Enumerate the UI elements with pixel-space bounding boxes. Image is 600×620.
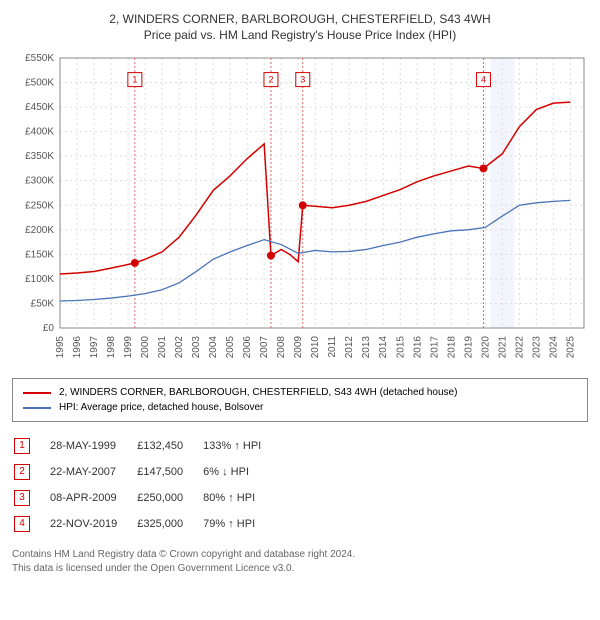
svg-text:1997: 1997 <box>89 336 100 359</box>
legend-swatch <box>23 407 51 409</box>
event-row: 4 22-NOV-2019£325,00079% ↑ HPI <box>14 512 279 536</box>
event-date: 22-NOV-2019 <box>50 512 135 536</box>
svg-text:3: 3 <box>300 75 305 85</box>
svg-text:2004: 2004 <box>208 336 219 359</box>
svg-text:4: 4 <box>481 75 486 85</box>
event-date: 22-MAY-2007 <box>50 460 135 484</box>
svg-text:2005: 2005 <box>225 336 236 359</box>
footer-line2: This data is licensed under the Open Gov… <box>12 562 588 576</box>
svg-text:2019: 2019 <box>463 336 474 359</box>
event-price: £132,450 <box>137 434 201 458</box>
event-marker: 3 <box>14 490 30 506</box>
event-date: 28-MAY-1999 <box>50 434 135 458</box>
svg-text:2022: 2022 <box>514 336 525 359</box>
svg-text:£450K: £450K <box>25 102 54 113</box>
svg-text:1: 1 <box>132 75 137 85</box>
svg-text:2025: 2025 <box>565 336 576 359</box>
chart-svg: £0 £50K £100K £150K £200K £250K £300K £350K £400… <box>12 50 588 370</box>
chart-title-address: 2, WINDERS CORNER, BARLBOROUGH, CHESTERF… <box>12 12 588 26</box>
svg-text:2009: 2009 <box>293 336 304 359</box>
event-date: 08-APR-2009 <box>50 486 135 510</box>
chart-title-block: 2, WINDERS CORNER, BARLBOROUGH, CHESTERF… <box>12 12 588 42</box>
event-marker: 1 <box>14 438 30 454</box>
legend-item: HPI: Average price, detached house, Bols… <box>23 400 577 415</box>
event-pct: 79% ↑ HPI <box>203 512 279 536</box>
svg-text:2006: 2006 <box>242 336 253 359</box>
svg-text:£100K: £100K <box>25 274 54 285</box>
event-pct: 6% ↓ HPI <box>203 460 279 484</box>
svg-text:2008: 2008 <box>276 336 287 359</box>
svg-text:£400K: £400K <box>25 127 54 138</box>
event-price: £250,000 <box>137 486 201 510</box>
svg-text:£0: £0 <box>43 323 55 334</box>
event-price: £147,500 <box>137 460 201 484</box>
svg-text:£150K: £150K <box>25 249 54 260</box>
svg-text:1996: 1996 <box>72 336 83 359</box>
svg-text:2001: 2001 <box>157 336 168 359</box>
svg-text:1998: 1998 <box>106 336 117 359</box>
svg-text:2010: 2010 <box>310 336 321 359</box>
chart-subtitle: Price paid vs. HM Land Registry's House … <box>12 28 588 42</box>
svg-text:2002: 2002 <box>174 336 185 359</box>
svg-text:1999: 1999 <box>123 336 134 359</box>
event-price: £325,000 <box>137 512 201 536</box>
svg-text:2017: 2017 <box>429 336 440 359</box>
legend: 2, WINDERS CORNER, BARLBOROUGH, CHESTERF… <box>12 378 588 422</box>
event-row: 3 08-APR-2009£250,00080% ↑ HPI <box>14 486 279 510</box>
svg-text:£550K: £550K <box>25 53 54 64</box>
svg-text:£250K: £250K <box>25 200 54 211</box>
svg-text:1995: 1995 <box>55 336 66 359</box>
svg-text:2020: 2020 <box>480 336 491 359</box>
footer-attribution: Contains HM Land Registry data © Crown c… <box>12 548 588 576</box>
svg-text:2000: 2000 <box>140 336 151 359</box>
svg-text:£350K: £350K <box>25 151 54 162</box>
events-table: 1 28-MAY-1999£132,450133% ↑ HPI 2 22-MAY-20… <box>12 432 281 538</box>
svg-text:2024: 2024 <box>548 336 559 359</box>
legend-item: 2, WINDERS CORNER, BARLBOROUGH, CHESTERF… <box>23 385 577 400</box>
svg-text:2012: 2012 <box>344 336 355 359</box>
legend-label: 2, WINDERS CORNER, BARLBOROUGH, CHESTERF… <box>59 387 457 398</box>
svg-text:2014: 2014 <box>378 336 389 359</box>
event-marker: 4 <box>14 516 30 532</box>
svg-text:2003: 2003 <box>191 336 202 359</box>
svg-text:2018: 2018 <box>446 336 457 359</box>
svg-text:2021: 2021 <box>497 336 508 359</box>
svg-text:2013: 2013 <box>361 336 372 359</box>
svg-text:£50K: £50K <box>31 298 55 309</box>
svg-text:2011: 2011 <box>327 336 338 358</box>
svg-text:£300K: £300K <box>25 176 54 187</box>
event-marker: 2 <box>14 464 30 480</box>
svg-text:£500K: £500K <box>25 78 54 89</box>
legend-label: HPI: Average price, detached house, Bols… <box>59 402 263 413</box>
chart-area: £0 £50K £100K £150K £200K £250K £300K £350K £400… <box>12 50 588 370</box>
svg-text:£200K: £200K <box>25 225 54 236</box>
event-pct: 80% ↑ HPI <box>203 486 279 510</box>
legend-swatch <box>23 392 51 394</box>
svg-text:2023: 2023 <box>531 336 542 359</box>
svg-text:2015: 2015 <box>395 336 406 359</box>
svg-text:2016: 2016 <box>412 336 423 359</box>
event-pct: 133% ↑ HPI <box>203 434 279 458</box>
svg-text:2007: 2007 <box>259 336 270 359</box>
svg-text:2: 2 <box>268 75 273 85</box>
event-row: 2 22-MAY-2007£147,5006% ↓ HPI <box>14 460 279 484</box>
event-row: 1 28-MAY-1999£132,450133% ↑ HPI <box>14 434 279 458</box>
footer-line1: Contains HM Land Registry data © Crown c… <box>12 548 588 562</box>
